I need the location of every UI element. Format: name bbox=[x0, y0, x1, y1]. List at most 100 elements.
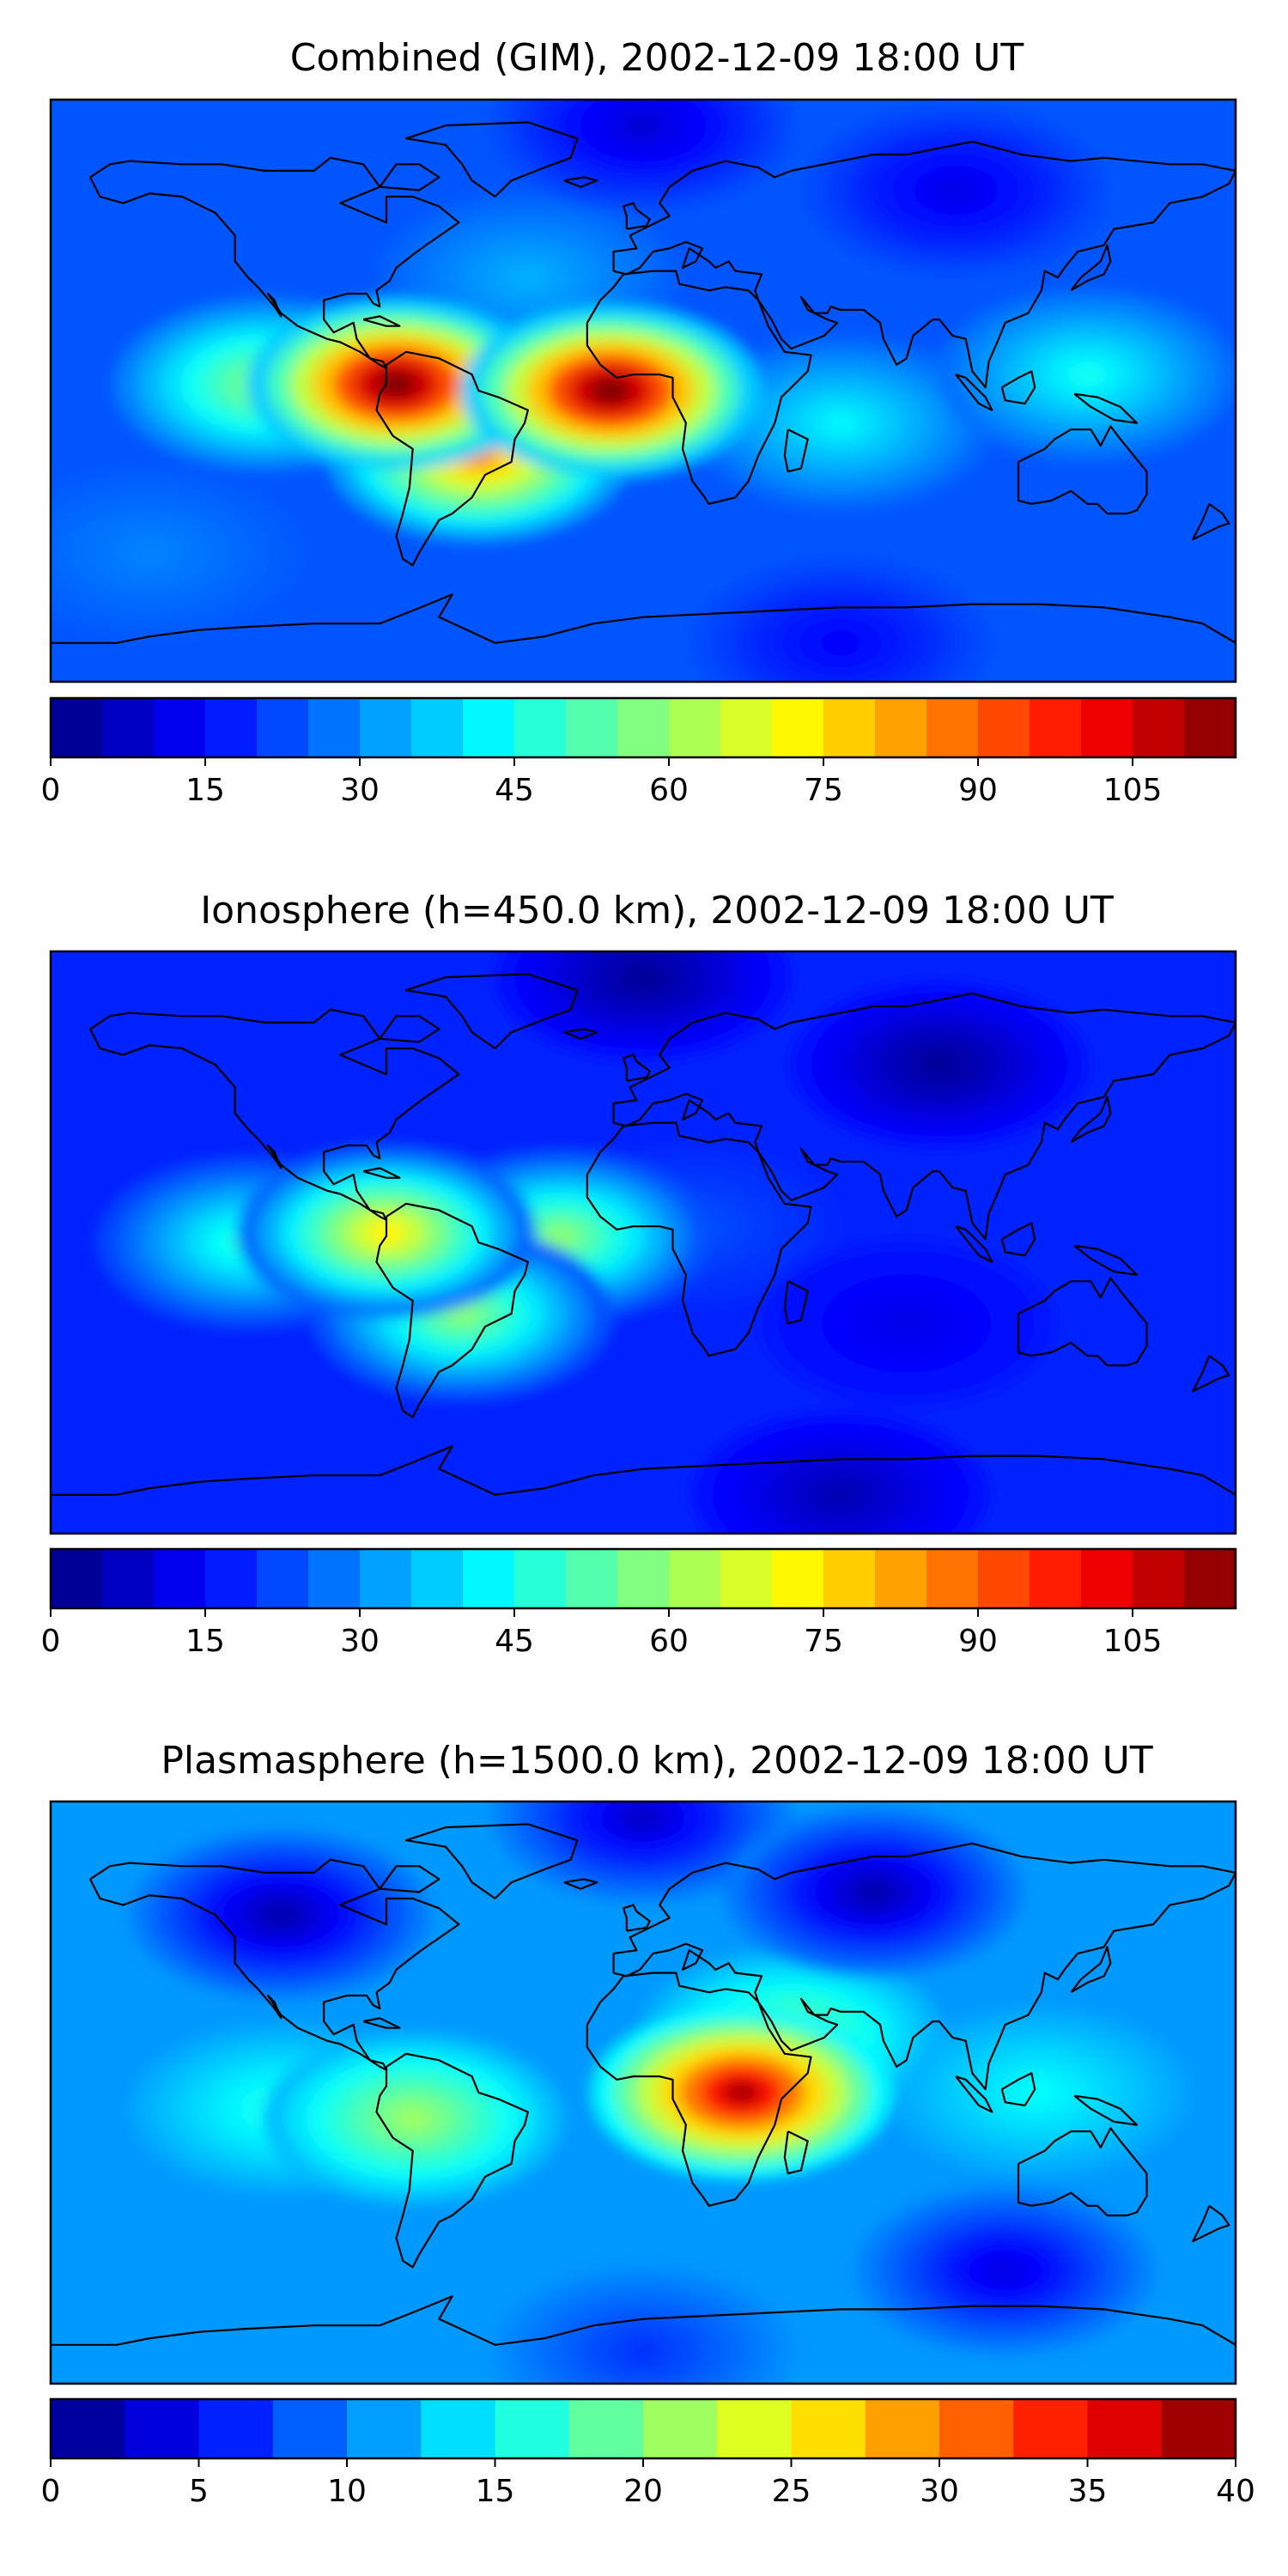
colorbar-tick-label: 15 bbox=[185, 1624, 225, 1659]
colorbar-swatch bbox=[772, 1549, 824, 1608]
coastlines bbox=[51, 974, 1236, 1494]
colorbar-swatch bbox=[772, 698, 824, 757]
colorbar-swatch bbox=[1133, 1549, 1185, 1608]
colorbar-swatch bbox=[617, 1549, 670, 1608]
colorbar-tick-label: 35 bbox=[1068, 2474, 1108, 2509]
colorbar: 0 5 10 15 20 25 30 35 40 bbox=[41, 2397, 1255, 2509]
tec-field bbox=[51, 1801, 1236, 2384]
coastline bbox=[564, 1879, 597, 1888]
colorbar-swatch bbox=[347, 2399, 422, 2458]
coastline bbox=[51, 1446, 1236, 1495]
colorbar-swatch bbox=[717, 2399, 793, 2458]
colorbar-swatch bbox=[198, 2399, 274, 2458]
coastline bbox=[1074, 1246, 1137, 1275]
colorbar-swatch bbox=[1161, 2399, 1236, 2458]
field-contour bbox=[985, 2257, 1025, 2284]
chart-title: Plasmasphere (h=1500.0 km), 2002-12-09 1… bbox=[161, 1739, 1152, 1783]
colorbar-swatch bbox=[875, 1549, 927, 1608]
colorbar-swatch bbox=[463, 1549, 515, 1608]
colorbar-swatch bbox=[272, 2399, 348, 2458]
panel-ionosphere: Ionosphere (h=450.0 km), 2002-12-09 18:0… bbox=[41, 889, 1237, 1659]
colorbar-swatch bbox=[360, 698, 412, 757]
coastline bbox=[1193, 1356, 1229, 1391]
field-contour bbox=[623, 2338, 663, 2365]
colorbar-tick-label: 15 bbox=[185, 773, 225, 808]
colorbar-swatch bbox=[514, 698, 567, 757]
colorbar-swatch bbox=[720, 698, 773, 757]
colorbar-swatch bbox=[1081, 698, 1133, 757]
colorbar-swatch bbox=[791, 2399, 866, 2458]
field-contour bbox=[886, 1310, 927, 1337]
colorbar-tick-label: 75 bbox=[804, 1624, 843, 1659]
coastline bbox=[587, 1973, 811, 2206]
map-panel bbox=[51, 1801, 1236, 2384]
coastline bbox=[380, 1016, 439, 1042]
colorbar-swatch bbox=[566, 698, 618, 757]
chart-title: Ionosphere (h=450.0 km), 2002-12-09 18:0… bbox=[200, 889, 1114, 933]
colorbar-swatch bbox=[823, 698, 876, 757]
coastline bbox=[1018, 426, 1147, 513]
coastline bbox=[564, 177, 597, 186]
chart-title: Combined (GIM), 2002-12-09 18:00 UT bbox=[290, 36, 1024, 80]
coastline bbox=[51, 2296, 1236, 2345]
colorbar-swatch bbox=[308, 1549, 361, 1608]
colorbar-swatch bbox=[205, 1549, 258, 1608]
colorbar-swatch bbox=[102, 698, 155, 757]
coastline bbox=[1074, 394, 1137, 423]
colorbar-tick-label: 0 bbox=[41, 773, 61, 808]
field-contour bbox=[920, 1051, 959, 1078]
coastline bbox=[614, 142, 1236, 387]
colorbar-tick-label: 60 bbox=[649, 773, 689, 808]
coastlines bbox=[51, 122, 1236, 642]
colorbar-tick-label: 30 bbox=[340, 773, 380, 808]
coastline bbox=[1071, 1947, 1110, 1993]
field-contour bbox=[623, 964, 663, 991]
colorbar-tick-label: 105 bbox=[1103, 773, 1163, 808]
colorbar-swatch bbox=[257, 698, 309, 757]
colorbar-tick-label: 10 bbox=[327, 2474, 367, 2509]
colorbar-swatch bbox=[720, 1549, 773, 1608]
colorbar-swatch bbox=[1013, 2399, 1089, 2458]
colorbar-swatch bbox=[154, 1549, 206, 1608]
coastline bbox=[623, 204, 650, 229]
field-contour bbox=[821, 1481, 860, 1508]
colorbar-tick-label: 105 bbox=[1103, 1624, 1163, 1659]
colorbar: 0 15 30 45 60 75 90 105 bbox=[41, 1547, 1237, 1659]
panel-plasmasphere: Plasmasphere (h=1500.0 km), 2002-12-09 1… bbox=[41, 1739, 1255, 2509]
coastline bbox=[614, 1844, 1236, 2089]
colorbar-swatch bbox=[1030, 698, 1082, 757]
colorbar-swatch bbox=[51, 698, 103, 757]
colorbar-tick-label: 45 bbox=[495, 773, 534, 808]
colorbar-tick-label: 15 bbox=[476, 2474, 515, 2509]
field-contour bbox=[1018, 2079, 1058, 2106]
coastline bbox=[377, 2054, 528, 2268]
coastline bbox=[1193, 504, 1229, 539]
field-contour bbox=[936, 177, 976, 204]
coastlines bbox=[51, 1824, 1236, 2344]
colorbar-tick-label: 0 bbox=[41, 2474, 61, 2509]
map-frame bbox=[49, 98, 1237, 683]
colorbar-swatch bbox=[51, 2399, 125, 2458]
field-contour bbox=[507, 264, 548, 291]
colorbar-frame bbox=[49, 696, 1237, 759]
coastline bbox=[1002, 371, 1035, 404]
colorbar-swatch bbox=[463, 698, 515, 757]
colorbar-tick-label: 90 bbox=[958, 1624, 998, 1659]
coastline bbox=[956, 374, 992, 410]
coastline bbox=[614, 993, 1236, 1239]
colorbar-tick-label: 40 bbox=[1216, 2474, 1255, 2509]
colorbar-tick-label: 60 bbox=[649, 1624, 689, 1659]
colorbar-tick-label: 25 bbox=[772, 2474, 811, 2509]
coastline bbox=[623, 1055, 650, 1081]
coastline bbox=[380, 164, 439, 190]
colorbar-swatch bbox=[939, 2399, 1014, 2458]
coastline bbox=[1018, 2128, 1147, 2215]
map-frame bbox=[49, 950, 1237, 1535]
field-contour bbox=[261, 1901, 301, 1928]
colorbar-swatch bbox=[308, 698, 361, 757]
colorbar-swatch bbox=[1081, 1549, 1133, 1608]
colorbar-tick-label: 75 bbox=[804, 773, 843, 808]
colorbar-tick-label: 5 bbox=[189, 2474, 209, 2509]
